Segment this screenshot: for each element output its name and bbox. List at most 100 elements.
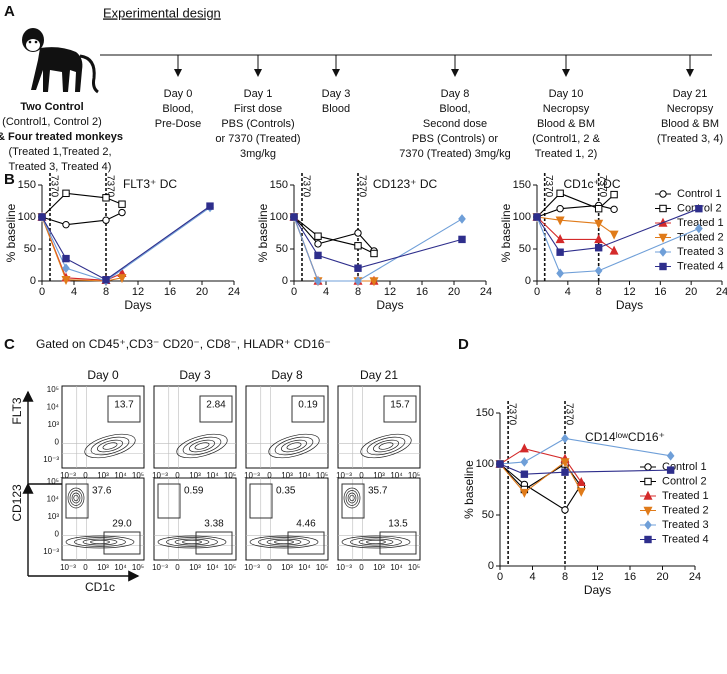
flow-x-tick: 10³ (373, 563, 385, 572)
flow-title: Gated on CD45⁺,CD3⁻ CD20⁻, CD8⁻, HLADR⁺ … (36, 337, 331, 351)
point (314, 232, 322, 240)
contour (157, 535, 227, 549)
series-line (536, 192, 615, 218)
event-text: or 7370 (Treated) (215, 133, 300, 145)
point (560, 458, 570, 468)
point (62, 254, 70, 263)
contour (174, 538, 210, 546)
point (644, 463, 652, 471)
day-label: Day 21 (360, 368, 398, 382)
flow-x-tick: 10³ (281, 471, 293, 480)
gate-value: 0.19 (298, 400, 318, 411)
gate (379, 531, 417, 555)
point (290, 213, 298, 221)
point (555, 234, 565, 244)
contour (182, 539, 202, 545)
flow-y-tick: 10⁵ (47, 477, 59, 486)
monkey-icon (22, 28, 99, 94)
dose-label: 7370 (356, 175, 367, 198)
contour (67, 487, 85, 509)
y-tick-label: 150 (18, 179, 36, 191)
day-label: Day 0 (87, 368, 119, 382)
flow-y-tick: 10³ (47, 420, 59, 429)
series-line (536, 216, 700, 274)
contour (366, 539, 386, 545)
point (695, 204, 703, 213)
point (659, 190, 667, 198)
point (561, 433, 569, 444)
x-tick-label: 24 (480, 286, 492, 298)
contour (194, 442, 210, 450)
contour (74, 537, 126, 547)
point (354, 276, 362, 286)
legend-label: Treated 2 (662, 504, 709, 516)
contour (341, 535, 411, 549)
x-axis-label: Days (584, 583, 611, 597)
flow-x-tick: 10⁴ (114, 563, 127, 572)
contour (84, 433, 136, 459)
gate (103, 531, 141, 555)
legend-label: Control 1 (677, 188, 722, 200)
x-tick-label: 8 (103, 286, 109, 298)
point (458, 235, 466, 244)
x-tick-label: 0 (497, 571, 503, 583)
flow-x-tick: 10⁴ (298, 471, 311, 480)
series-line (293, 216, 463, 282)
flow-x-tick: 10⁴ (114, 471, 127, 480)
point (556, 268, 564, 279)
flow-x-tick: 10³ (373, 471, 385, 480)
point (314, 251, 322, 260)
contour (349, 494, 355, 502)
flow-x-tick: 10⁴ (298, 563, 311, 572)
flow-x-tick: 10⁵ (132, 563, 144, 572)
flow-x-tick: 10⁻³ (60, 563, 76, 572)
legend-label: Treated 2 (677, 231, 724, 243)
flow-y-label: CD123 (10, 484, 24, 522)
x-tick-label: 24 (228, 286, 240, 298)
series-line (536, 204, 615, 218)
event-text: Day 1 (244, 88, 273, 100)
contour (65, 535, 135, 549)
x-tick-label: 8 (596, 286, 602, 298)
series-line (41, 212, 123, 226)
gate-value: 35.7 (368, 486, 388, 497)
point (561, 468, 569, 476)
event-text: 3mg/kg (240, 148, 276, 160)
y-tick-label: 50 (519, 243, 531, 255)
x-tick-label: 16 (654, 286, 666, 298)
subject-line: (Treated 1,Treated 2, (8, 146, 111, 158)
flow-x-tick: 10⁵ (224, 471, 236, 480)
point (533, 213, 541, 221)
x-axis-label: Days (124, 298, 151, 312)
point (659, 262, 667, 271)
flow-x-tick: 10³ (281, 563, 293, 572)
flow-plot (337, 385, 421, 469)
y-tick-label: 100 (270, 211, 288, 223)
contour (347, 492, 357, 504)
x-tick-label: 4 (323, 286, 329, 298)
point (354, 264, 362, 272)
flow-x-tick: 0 (267, 471, 272, 480)
x-tick-label: 16 (164, 286, 176, 298)
contour (268, 433, 320, 459)
y-tick-label: 150 (270, 179, 288, 191)
flow-x-tick: 10⁻³ (336, 471, 352, 480)
contour (350, 537, 402, 547)
flow-x-tick: 10³ (97, 471, 109, 480)
x-tick-label: 12 (384, 286, 396, 298)
flow-x-tick: 0 (83, 471, 88, 480)
legend-label: Treated 4 (677, 260, 724, 272)
y-tick-label: 0 (30, 275, 36, 287)
y-tick-label: 150 (513, 179, 531, 191)
x-tick-label: 20 (448, 286, 460, 298)
chart-title: CD14ˡᵒʷCD16⁺ (585, 430, 665, 444)
gate (157, 483, 181, 519)
y-tick-label: 0 (488, 560, 494, 572)
gate-value: 4.46 (296, 519, 316, 530)
event-text: Treated 1, 2) (535, 148, 598, 160)
x-tick-label: 0 (534, 286, 540, 298)
point (118, 208, 126, 217)
point (644, 477, 652, 486)
point (658, 233, 668, 243)
flow-y-tick: 0 (55, 438, 60, 447)
